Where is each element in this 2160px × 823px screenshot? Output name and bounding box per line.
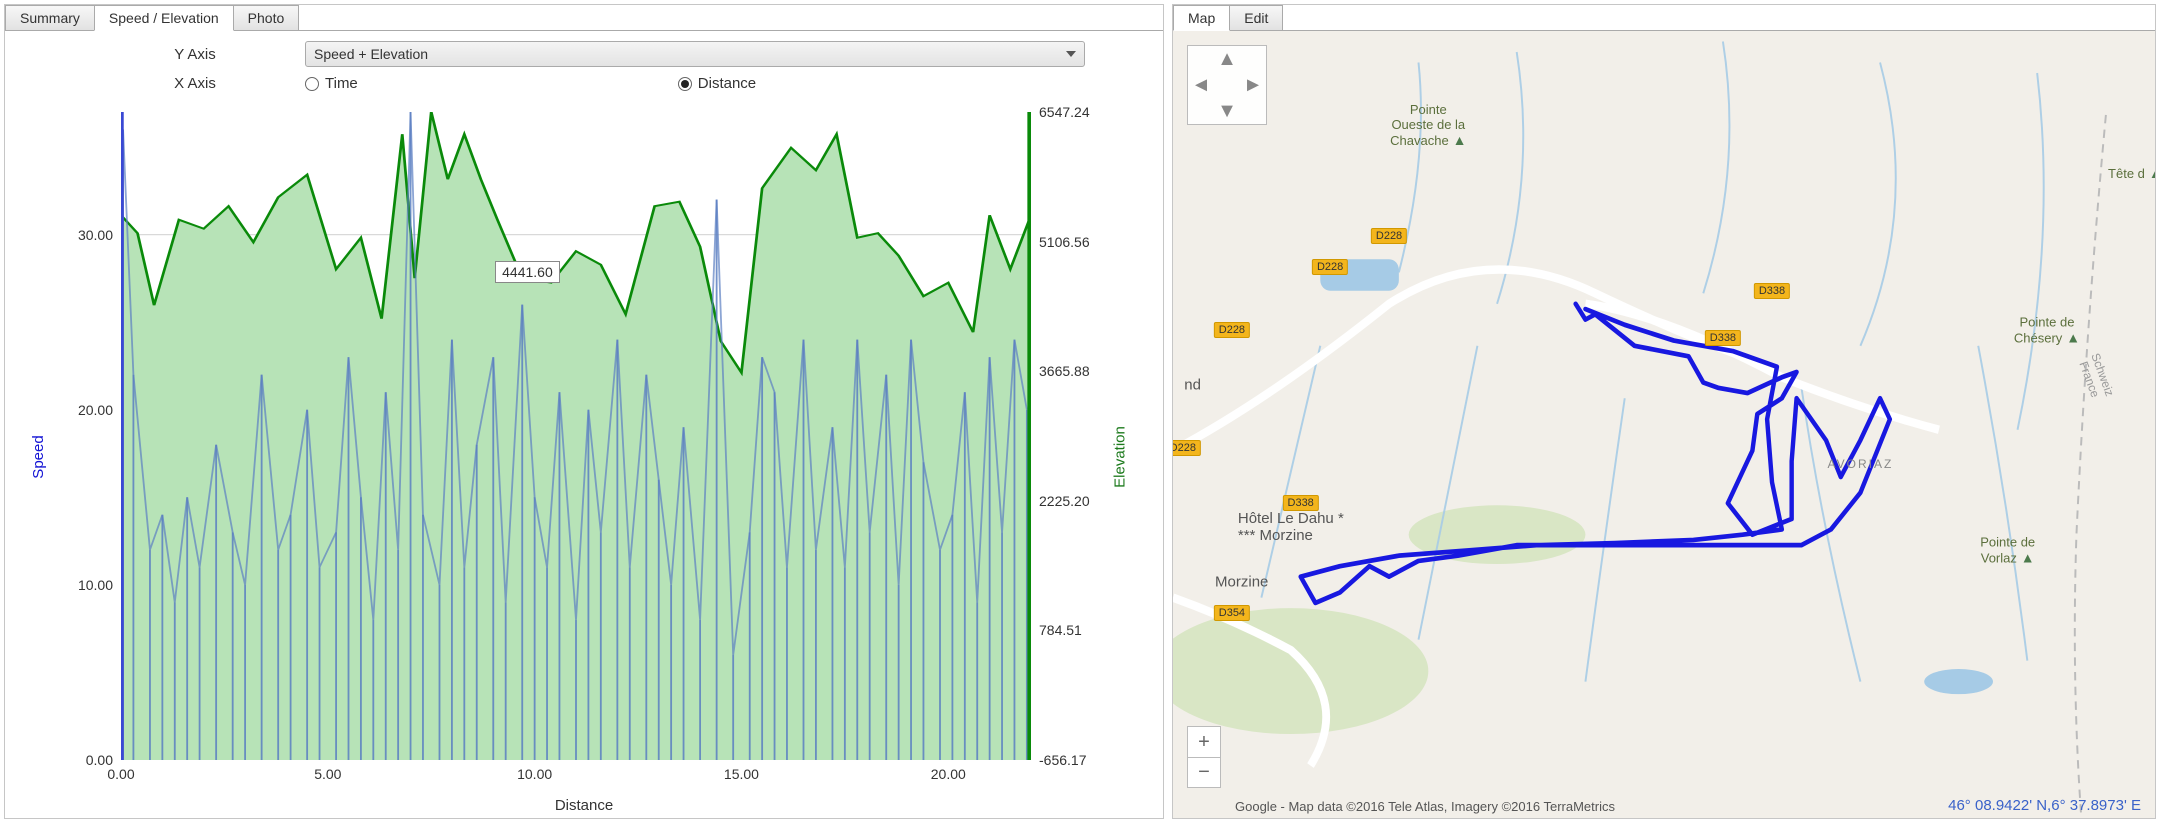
tab-map[interactable]: Map [1173,5,1230,31]
map-panel: Map Edit ▲ ◄ ► ▼ + − PointeOueste de laC… [1172,4,2156,819]
map-label: Pointe deChésery ▲ [2014,315,2080,346]
chart-svg [121,112,1031,760]
speed-tick: 10.00 [61,577,121,593]
left-tabstrip: Summary Speed / Elevation Photo [5,5,1163,31]
pan-right-icon[interactable]: ► [1243,75,1263,95]
radio-time-button[interactable] [305,77,319,91]
plot-area[interactable]: 0.0010.0020.0030.00 -656.17784.512225.20… [121,112,1031,760]
elev-tick: -656.17 [1031,752,1086,768]
map-label: nd [1184,377,1201,394]
map-label: PointeOueste de laChavache ▲ [1390,102,1466,148]
road-shield: D338 [1705,330,1741,346]
map-coordinates: 46° 08.9422' N,6° 37.8973' E [1948,797,2141,814]
right-tabstrip: Map Edit [1173,5,2155,31]
radio-distance-label: Distance [698,75,756,92]
road-shield: D338 [1754,283,1790,299]
road-shield: D228 [1214,322,1250,338]
road-shield: D338 [1283,495,1319,511]
zoom-in-button[interactable]: + [1188,727,1220,757]
map-svg [1173,31,2155,818]
xaxis-label: X Axis [125,75,305,92]
map-label: Hôtel Le Dahu **** Morzine [1238,510,1344,544]
speed-tick: 20.00 [61,402,121,418]
pan-up-icon[interactable]: ▲ [1217,49,1237,69]
elev-tick: 784.51 [1031,622,1082,638]
map-attribution: Google - Map data ©2016 Tele Atlas, Imag… [1235,799,1615,814]
speed-elevation-panel: Summary Speed / Elevation Photo Y Axis S… [4,4,1164,819]
map-label: Morzine [1215,573,1268,590]
tab-speed-elevation[interactable]: Speed / Elevation [94,5,234,31]
map-pan-control: ▲ ◄ ► ▼ [1187,45,1267,125]
yaxis-select[interactable]: Speed + Elevation [305,41,1085,67]
xaxis-radio-group: Time Distance [305,75,1139,92]
chart-area: Speed Elevation Distance 0.0010.0020.003… [21,104,1147,810]
yaxis-label: Y Axis [125,46,305,63]
zoom-out-button[interactable]: − [1188,757,1220,787]
elev-tick: 6547.24 [1031,104,1090,120]
tab-photo[interactable]: Photo [233,5,300,31]
distance-axis-label: Distance [555,797,613,814]
pan-down-icon[interactable]: ▼ [1217,101,1237,121]
x-tick: 0.00 [107,760,134,782]
x-tick: 5.00 [314,760,341,782]
pan-left-icon[interactable]: ◄ [1191,75,1211,95]
road-shield: D228 [1371,228,1407,244]
map-label: Tête d ▲ [2108,165,2155,181]
x-tick: 10.00 [517,760,552,782]
radio-time[interactable]: Time [305,75,358,92]
map-body[interactable]: ▲ ◄ ► ▼ + − PointeOueste de laChavache ▲… [1173,31,2155,818]
x-tick: 20.00 [931,760,966,782]
x-tick: 15.00 [724,760,759,782]
elev-tick: 3665.88 [1031,363,1090,379]
radio-time-label: Time [325,75,358,92]
radio-distance-button[interactable] [678,77,692,91]
map-label: Pointe deVorlaz ▲ [1980,535,2035,566]
elev-tick: 5106.56 [1031,234,1090,250]
road-shield: D354 [1214,605,1250,621]
tab-edit[interactable]: Edit [1229,5,1283,31]
elev-tick: 2225.20 [1031,493,1090,509]
chart-controls: Y Axis Speed + Elevation X Axis Time Dis… [5,31,1163,96]
speed-tick: 30.00 [61,227,121,243]
road-shield: D228 [1173,440,1201,456]
chart-tooltip: 4441.60 [495,261,560,283]
tab-summary[interactable]: Summary [5,5,95,31]
yaxis-selected-value: Speed + Elevation [314,46,428,62]
speed-axis-label: Speed [30,435,47,478]
road-shield: D228 [1312,259,1348,275]
elevation-axis-label: Elevation [1112,426,1129,488]
radio-distance[interactable]: Distance [678,75,756,92]
map-label: AVORIAZ [1827,457,1893,471]
map-zoom-control: + − [1187,726,1221,788]
